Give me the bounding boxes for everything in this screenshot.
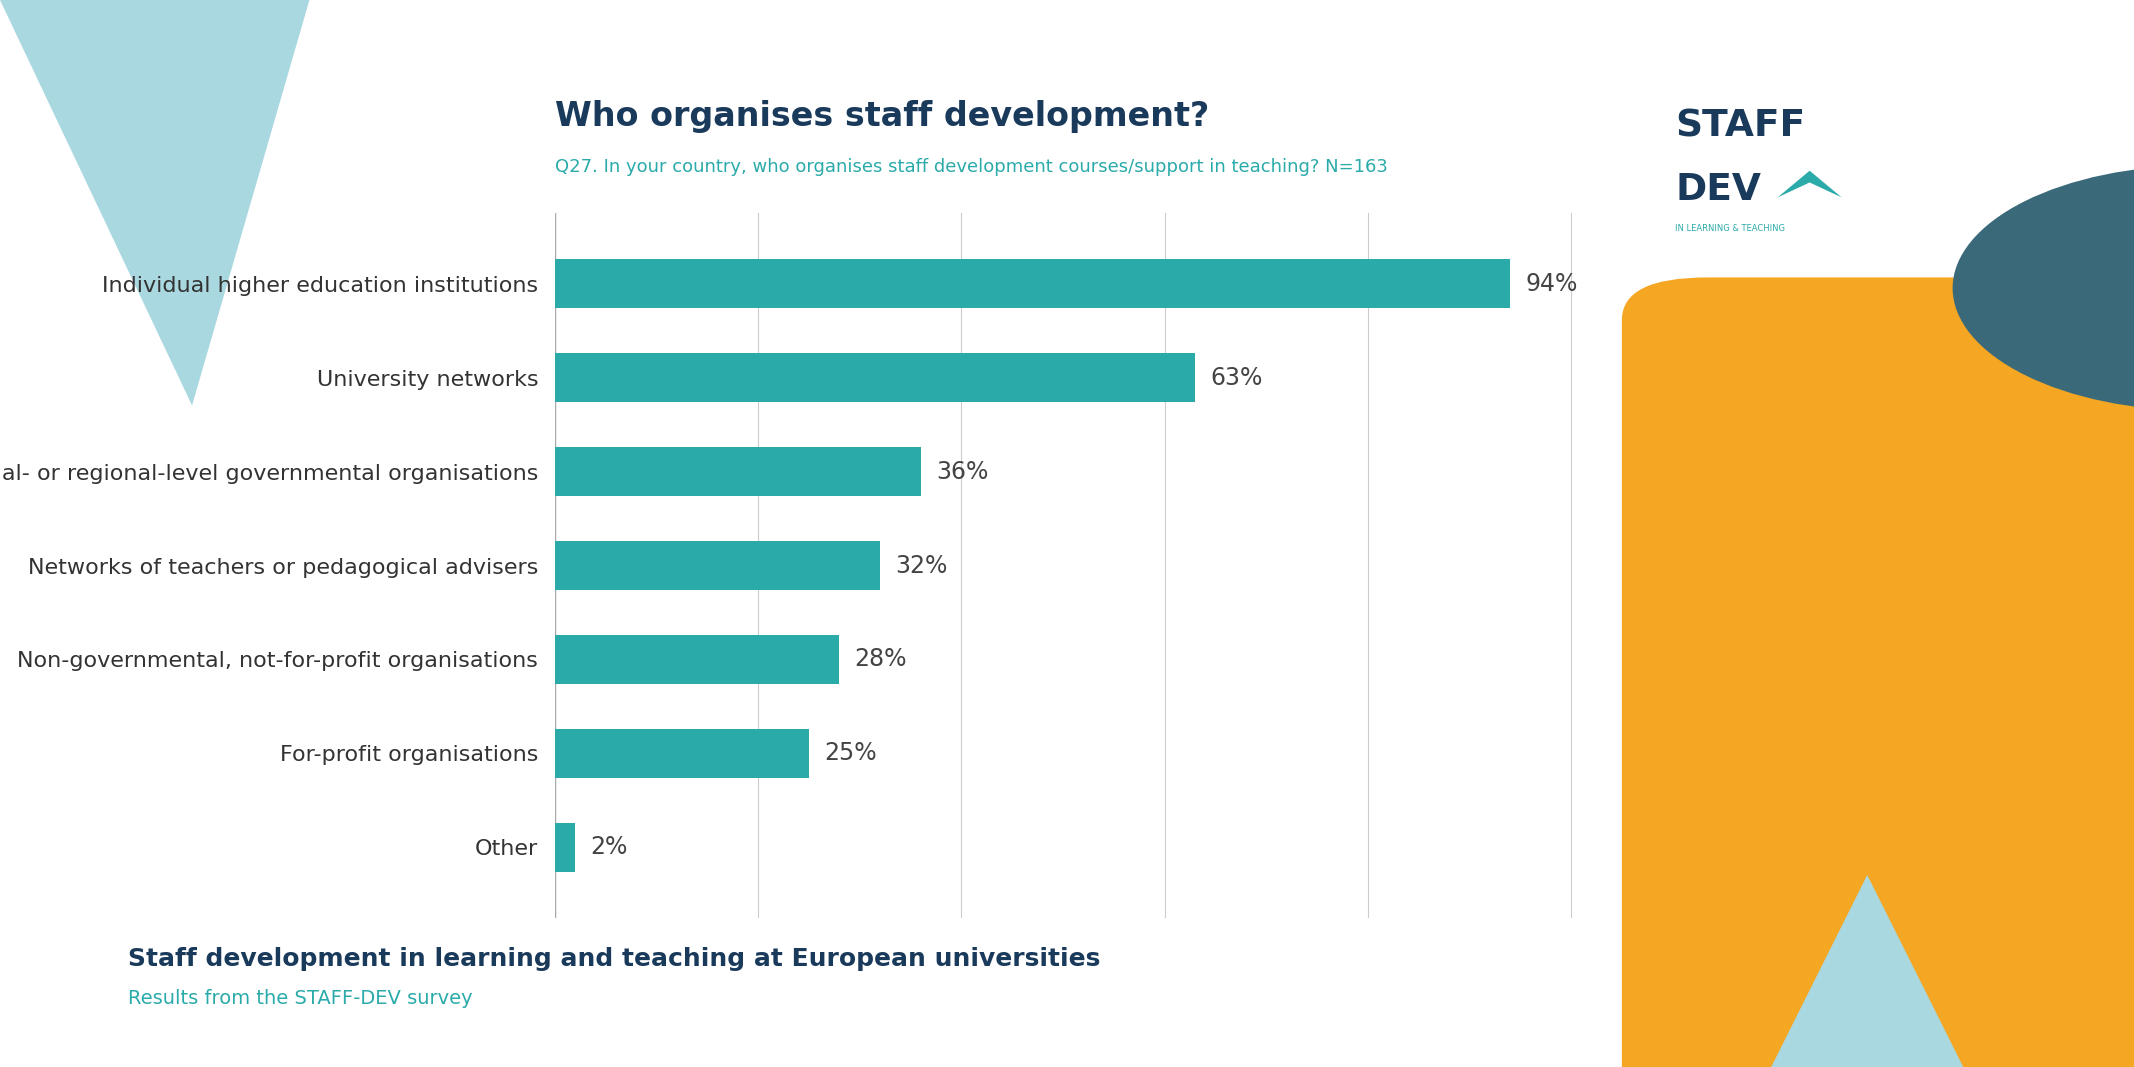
Bar [555, 823, 576, 872]
Bar [555, 541, 879, 590]
Text: DEV: DEV [1675, 172, 1761, 208]
Text: Staff development in learning and teaching at European universities: Staff development in learning and teachi… [128, 947, 1101, 971]
Bar [555, 259, 1511, 308]
Text: IN LEARNING & TEACHING: IN LEARNING & TEACHING [1675, 224, 1786, 233]
Text: STAFF: STAFF [1675, 108, 1805, 144]
Text: Q27. In your country, who organises staff development courses/support in teachin: Q27. In your country, who organises staf… [555, 158, 1387, 176]
Text: 25%: 25% [824, 742, 877, 765]
Text: 32%: 32% [896, 554, 947, 577]
Text: 36%: 36% [937, 460, 988, 483]
Text: 63%: 63% [1210, 366, 1263, 389]
Text: 2%: 2% [591, 835, 627, 859]
Bar [555, 635, 839, 684]
Text: 94%: 94% [1526, 272, 1577, 296]
Bar [555, 729, 809, 778]
Text: Who organises staff development?: Who organises staff development? [555, 100, 1210, 133]
Text: 28%: 28% [854, 648, 907, 671]
Text: Results from the STAFF-DEV survey: Results from the STAFF-DEV survey [128, 989, 472, 1008]
Bar [555, 447, 920, 496]
Bar [555, 353, 1195, 402]
